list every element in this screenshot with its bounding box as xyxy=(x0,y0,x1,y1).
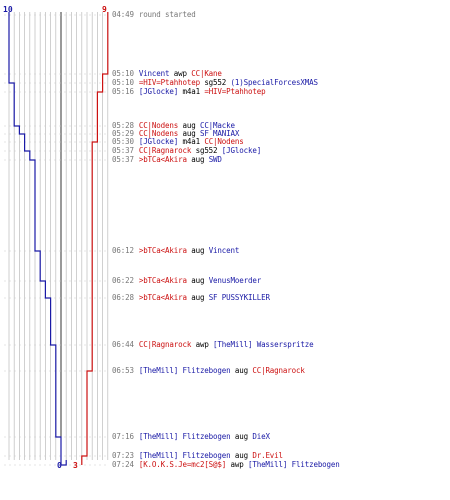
event-row: 05:30 [JGlocke] m4a1 CC|Nodens xyxy=(112,137,244,146)
event-weapon: aug xyxy=(178,121,200,130)
event-killer: CC|Ragnarock xyxy=(138,146,192,155)
event-weapon: m4a1 xyxy=(178,87,205,96)
event-time: 04:49 xyxy=(112,10,134,19)
event-weapon: aug xyxy=(186,293,209,302)
event-time: 06:44 xyxy=(112,340,134,349)
event-weapon: aug xyxy=(186,155,209,164)
event-victim: CC|Macke xyxy=(199,121,235,130)
event-weapon: sg552 xyxy=(191,146,222,155)
event-time: 05:37 xyxy=(112,155,134,164)
event-row: 05:29 CC|Nodens aug SF MANIAX xyxy=(112,129,239,138)
event-killer: CC|Nodens xyxy=(138,121,179,130)
event-victim: [TheMill] Wasserspritze xyxy=(213,340,314,349)
event-weapon: aug xyxy=(230,432,253,441)
event-weapon: sg552 xyxy=(199,78,231,87)
event-weapon: aug xyxy=(186,276,209,285)
event-time: 07:23 xyxy=(112,451,134,460)
event-killer: >bTCa<Akira xyxy=(138,155,187,164)
event-killer: CC|Nodens xyxy=(138,129,179,138)
event-weapon: aug xyxy=(230,451,253,460)
event-row: 06:53 [TheMill] Flitzebogen aug CC|Ragnar… xyxy=(112,366,305,375)
event-row: 06:28 >bTCa<Akira aug SF PUSSYKILLER xyxy=(112,293,270,302)
red-start-count: 9 xyxy=(102,5,107,14)
event-victim: (1)SpecialForcesXMAS xyxy=(230,78,318,87)
event-row: 05:37 >bTCa<Akira aug SWD xyxy=(112,155,222,164)
event-weapon: aug xyxy=(178,129,200,138)
event-weapon: awp xyxy=(191,340,214,349)
blue-start-count: 10 xyxy=(3,5,13,14)
event-row: 06:22 >bTCa<Akira aug VenusMoerder xyxy=(112,276,261,285)
event-killer: [TheMill] Flitzebogen xyxy=(138,366,231,375)
event-killer: CC|Ragnarock xyxy=(138,340,192,349)
event-time: 06:22 xyxy=(112,276,134,285)
event-time: 06:12 xyxy=(112,246,134,255)
blue-end-count: 0 xyxy=(57,461,62,470)
event-victim: =HIV=Ptahhotep xyxy=(204,87,266,96)
event-row: 05:10 Vincent awp CC|Kane xyxy=(112,69,222,78)
event-killer: >bTCa<Akira xyxy=(138,246,187,255)
event-time: 05:28 xyxy=(112,121,134,130)
event-row: 07:16 [TheMill] Flitzebogen aug DieX xyxy=(112,432,270,441)
event-victim: CC|Nodens xyxy=(204,137,244,146)
event-row: 06:12 >bTCa<Akira aug Vincent xyxy=(112,246,239,255)
event-killer: =HIV=Ptahhotep xyxy=(138,78,200,87)
event-victim: CC|Ragnarock xyxy=(252,366,305,375)
team-lines xyxy=(8,12,109,466)
event-killer: [K.O.K.S.Je=mc2[S@$] xyxy=(138,460,227,469)
event-time: 05:29 xyxy=(112,129,134,138)
event-row: 05:10 =HIV=Ptahhotep sg552 (1)SpecialForc… xyxy=(112,78,318,87)
event-weapon: awp xyxy=(226,460,248,469)
event-killer: Vincent xyxy=(138,69,170,78)
event-time: 07:24 xyxy=(112,460,134,469)
red-team-alive-line xyxy=(81,12,109,465)
event-time: 05:10 xyxy=(112,78,134,87)
event-weapon: aug xyxy=(186,246,209,255)
event-row: 06:44 CC|Ragnarock awp [TheMill] Wassersp… xyxy=(112,340,314,349)
event-victim: SWD xyxy=(208,155,222,164)
event-row: 04:49 round started xyxy=(112,10,196,19)
event-row: 05:16 [JGlocke] m4a1 =HIV=Ptahhotep xyxy=(112,87,266,96)
red-end-count: 3 xyxy=(73,461,78,470)
blue-team-alive-line xyxy=(8,12,67,466)
event-victim: [TheMill] Flitzebogen xyxy=(247,460,340,469)
event-row: 07:23 [TheMill] Flitzebogen aug Dr.Evil xyxy=(112,451,283,460)
event-killer: [TheMill] Flitzebogen xyxy=(138,451,231,460)
event-time: 06:28 xyxy=(112,293,134,302)
event-row: 05:28 CC|Nodens aug CC|Macke xyxy=(112,121,235,130)
event-time: 05:30 xyxy=(112,137,134,146)
event-row: 05:37 CC|Ragnarock sg552 [JGlocke] xyxy=(112,146,261,155)
event-victim: [JGlocke] xyxy=(221,146,262,155)
event-row: 07:24 [K.O.K.S.Je=mc2[S@$] awp [TheMill] … xyxy=(112,460,340,469)
event-killer: [TheMill] Flitzebogen xyxy=(138,432,231,441)
event-note: round started xyxy=(138,10,196,19)
event-victim: CC|Kane xyxy=(191,69,222,78)
event-victim: Vincent xyxy=(208,246,240,255)
event-weapon: awp xyxy=(169,69,192,78)
event-killer: [JGlocke] xyxy=(138,87,179,96)
event-victim: Dr.Evil xyxy=(252,451,283,460)
chart-grid xyxy=(4,12,109,466)
event-killer: >bTCa<Akira xyxy=(138,293,187,302)
event-killer: [JGlocke] xyxy=(138,137,179,146)
event-time: 05:37 xyxy=(112,146,134,155)
event-time: 05:10 xyxy=(112,69,134,78)
event-weapon: m4a1 xyxy=(178,137,205,146)
event-victim: VenusMoerder xyxy=(208,276,262,285)
event-victim: SF MANIAX xyxy=(199,129,240,138)
event-time: 07:16 xyxy=(112,432,134,441)
event-weapon: aug xyxy=(230,366,253,375)
event-victim: DieX xyxy=(252,432,270,441)
event-killer: >bTCa<Akira xyxy=(138,276,187,285)
event-victim: SF PUSSYKILLER xyxy=(208,293,270,302)
event-time: 06:53 xyxy=(112,366,134,375)
event-time: 05:16 xyxy=(112,87,134,96)
